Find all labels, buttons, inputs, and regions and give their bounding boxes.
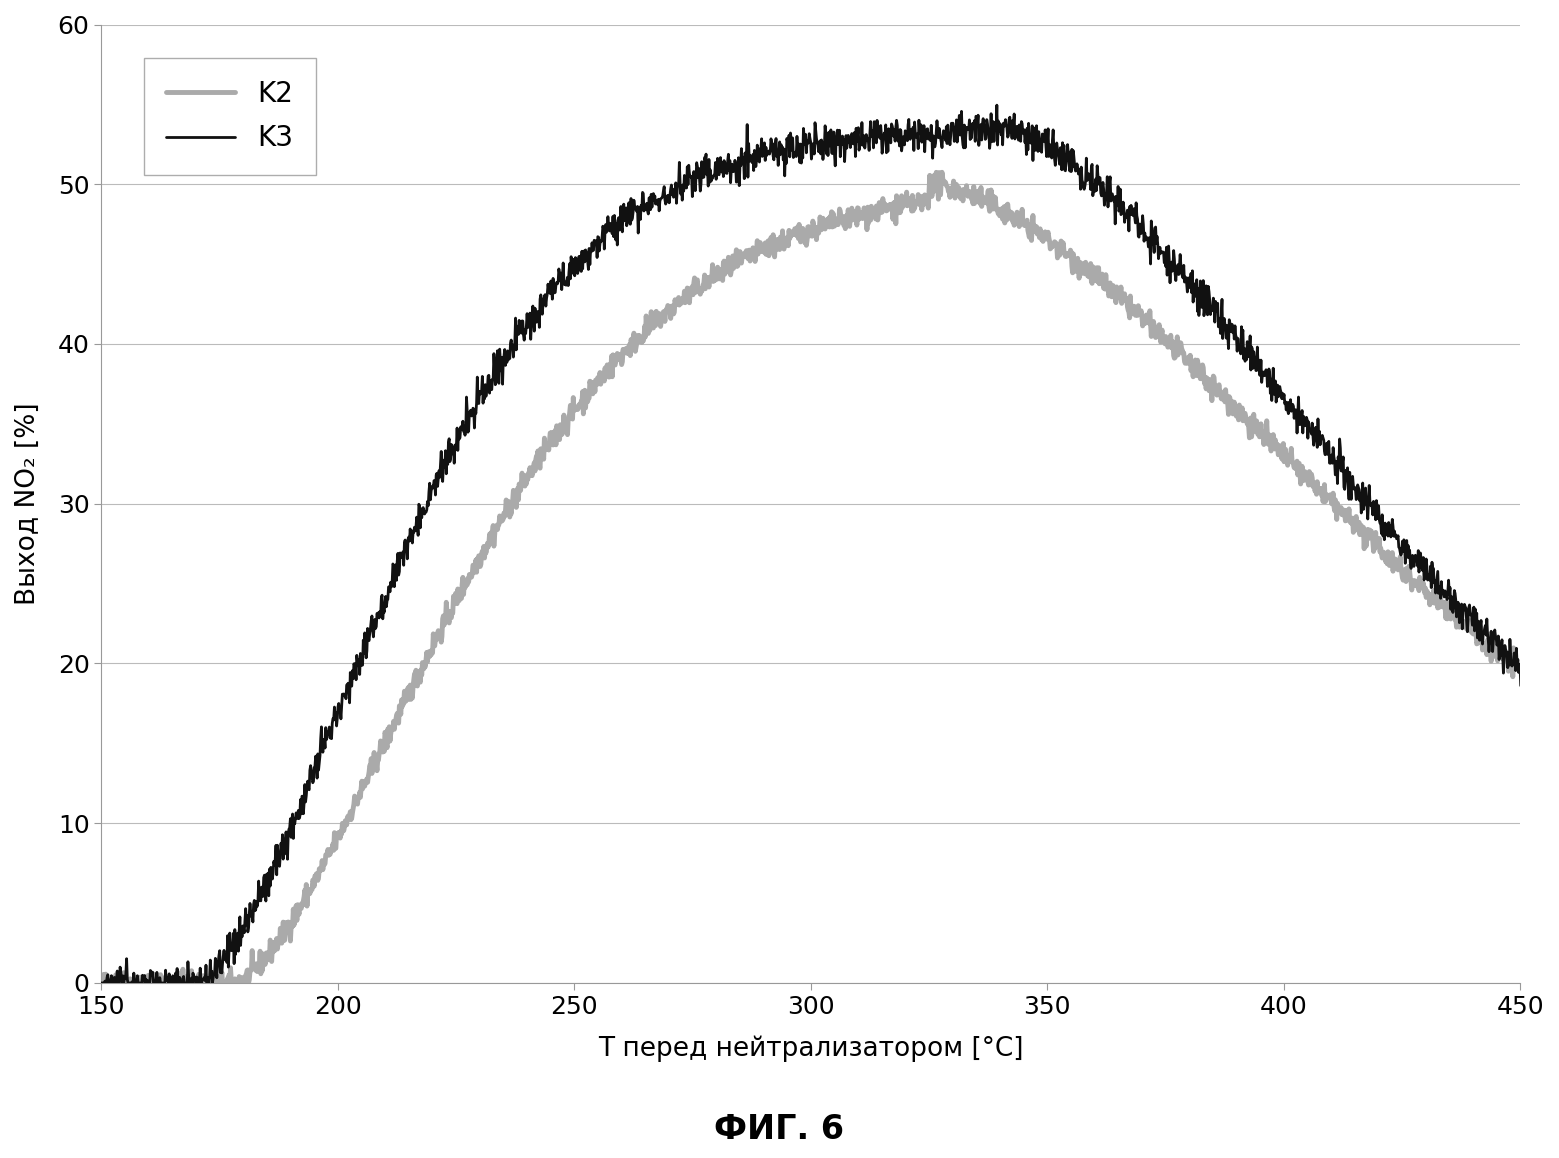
K2 bbox=[1494, 648, 1512, 662]
Text: ФИГ. 6: ФИГ. 6 bbox=[714, 1114, 845, 1146]
K3 bbox=[1534, 681, 1553, 695]
K2 bbox=[756, 236, 775, 250]
Legend: K2, K3: K2, K3 bbox=[143, 58, 316, 175]
K2 bbox=[167, 976, 186, 990]
Line: K2: K2 bbox=[101, 173, 1543, 983]
K3 bbox=[165, 976, 184, 990]
K3 bbox=[1492, 633, 1511, 647]
K2 bbox=[1494, 652, 1512, 666]
K2 bbox=[1534, 687, 1553, 701]
K3 bbox=[755, 135, 773, 149]
K2 bbox=[92, 973, 111, 987]
K2 bbox=[92, 976, 111, 990]
K3 bbox=[92, 976, 111, 990]
K2 bbox=[794, 229, 812, 243]
K3 bbox=[794, 151, 812, 164]
Y-axis label: Выход NO₂ [%]: Выход NO₂ [%] bbox=[16, 403, 41, 604]
Line: K3: K3 bbox=[101, 105, 1543, 983]
K3 bbox=[1494, 650, 1512, 664]
X-axis label: Т перед нейтрализатором [°C]: Т перед нейтрализатором [°C] bbox=[599, 1035, 1024, 1062]
K2 bbox=[932, 166, 951, 179]
K3 bbox=[987, 98, 1006, 112]
K3 bbox=[1228, 331, 1247, 345]
K2 bbox=[1228, 413, 1247, 427]
